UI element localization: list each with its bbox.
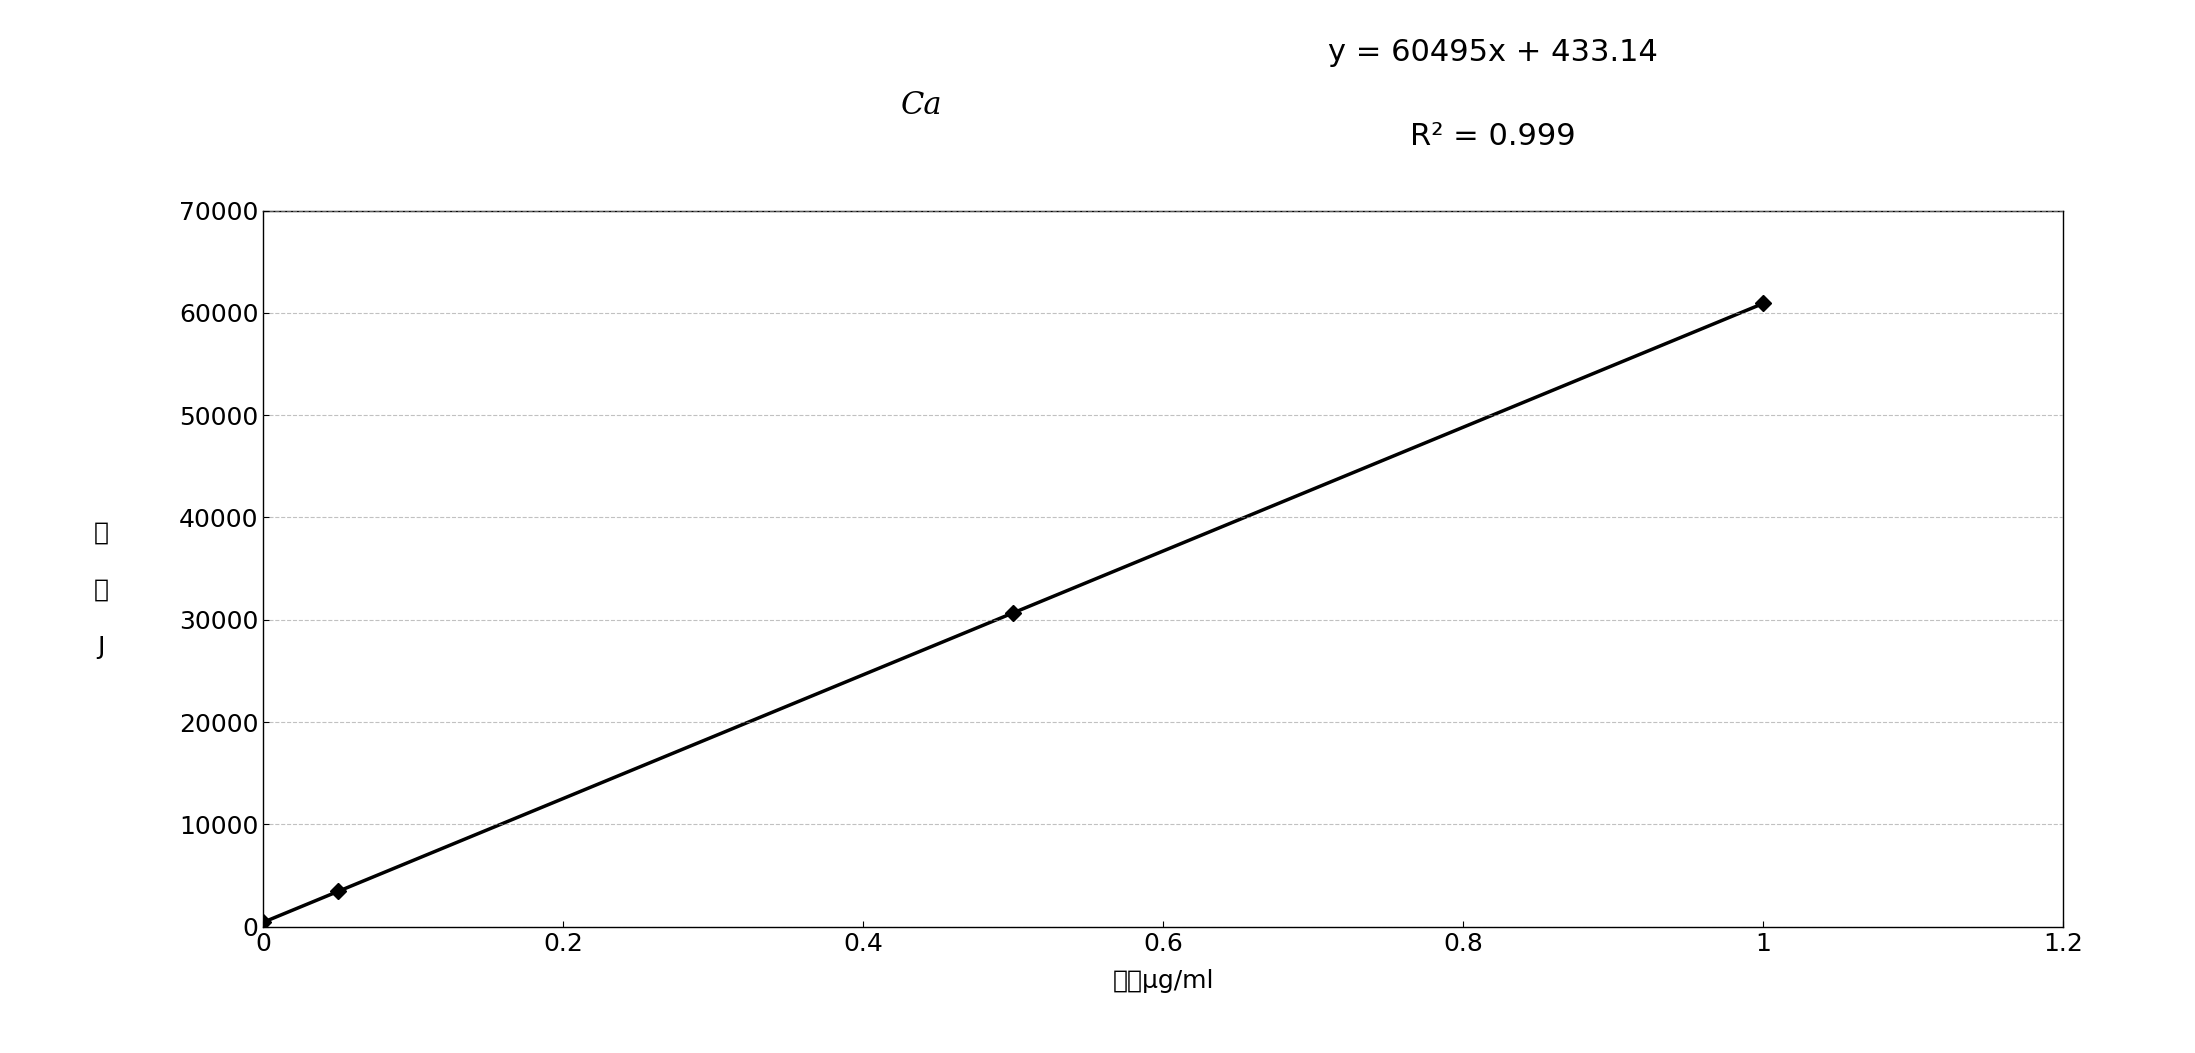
X-axis label: 浓度μg/ml: 浓度μg/ml bbox=[1113, 970, 1214, 993]
Text: 量: 量 bbox=[94, 578, 110, 602]
Text: 能: 能 bbox=[94, 521, 110, 544]
Text: J: J bbox=[97, 635, 105, 659]
Text: R² = 0.999: R² = 0.999 bbox=[1409, 122, 1576, 152]
Text: y = 60495x + 433.14: y = 60495x + 433.14 bbox=[1328, 38, 1657, 67]
Text: Ca: Ca bbox=[902, 90, 942, 121]
